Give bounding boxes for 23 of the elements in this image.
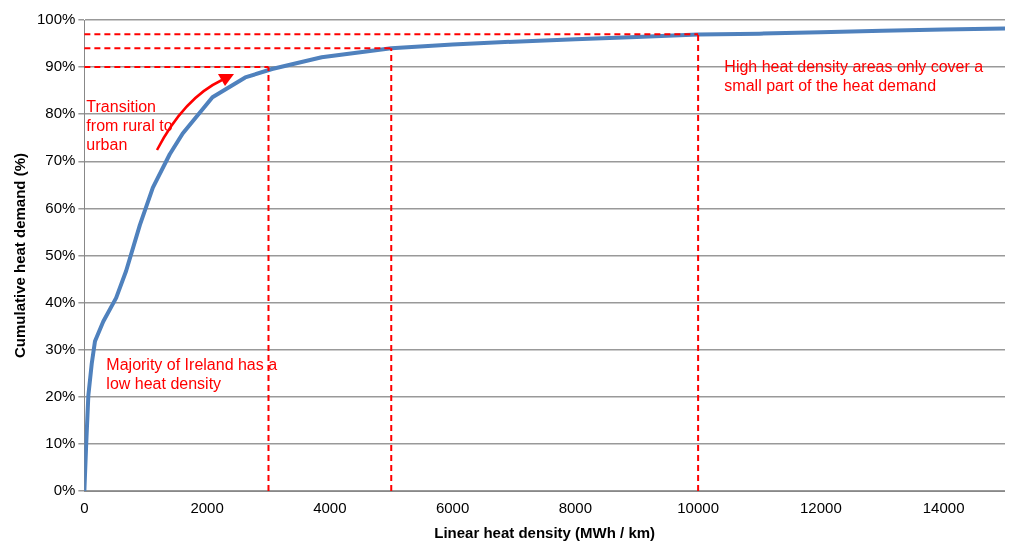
y-tick-label: 10% (45, 434, 76, 452)
y-tick-label: 40% (45, 292, 76, 310)
y-tick-label: 90% (45, 57, 76, 75)
y-tick-label: 60% (45, 198, 76, 216)
y-tick-label: 30% (45, 339, 76, 357)
y-tick-label: 80% (45, 104, 76, 122)
annotation: High heat density areas only cover a small part of the heat demand (724, 58, 984, 95)
x-axis-title: Linear heat density (MWh / km) (434, 524, 656, 542)
y-tick-label: 50% (45, 245, 76, 263)
x-tick-label: 4000 (313, 499, 347, 517)
y-tick-label: 100% (36, 10, 76, 28)
x-tick-label: 14000 (922, 499, 965, 517)
y-tick-label: 20% (45, 386, 76, 404)
y-tick-label: 70% (45, 151, 76, 169)
x-tick-label: 8000 (558, 499, 593, 517)
x-tick-label: 10000 (677, 499, 719, 517)
x-tick-label: 0 (80, 499, 89, 517)
x-tick-label: 2000 (190, 499, 224, 517)
annotation: Majority of Ireland has a low heat density (106, 356, 278, 393)
x-tick-label: 12000 (800, 499, 842, 517)
y-axis-title: Cumulative heat demand (%) (11, 152, 29, 359)
y-tick-label: 0% (53, 481, 76, 499)
x-tick-label: 6000 (435, 499, 470, 517)
